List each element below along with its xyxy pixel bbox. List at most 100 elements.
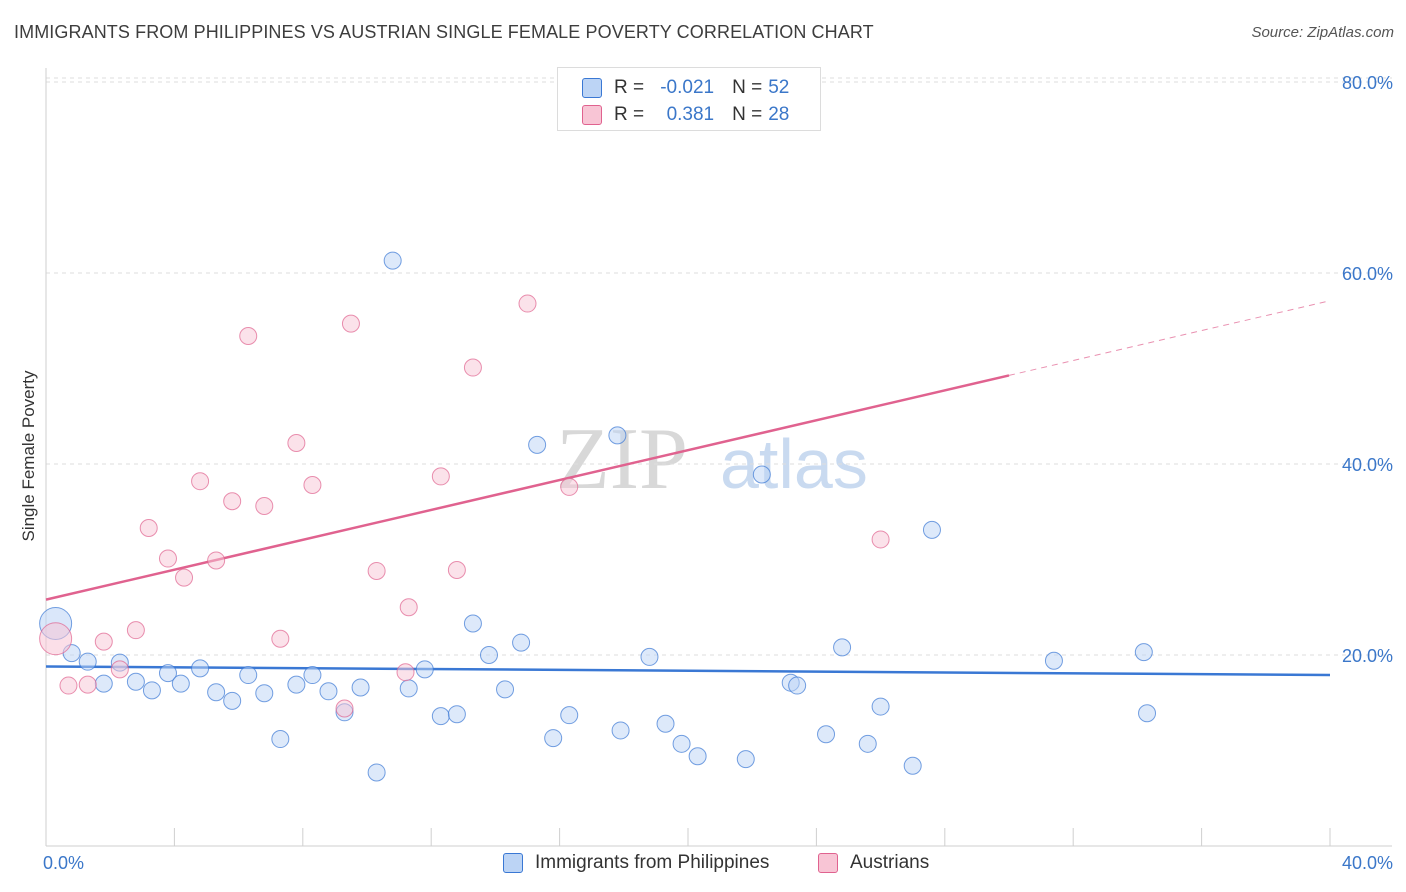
axes bbox=[45, 68, 1392, 847]
watermark-zip: ZIP bbox=[556, 411, 688, 508]
point-philippines bbox=[479, 646, 498, 664]
point-philippines bbox=[512, 633, 531, 652]
point-austrians bbox=[431, 467, 450, 486]
point-philippines bbox=[788, 676, 807, 695]
y-tick-label: 20.0% bbox=[1342, 646, 1393, 666]
legend-r-value: 0.381 bbox=[666, 104, 715, 125]
point-philippines bbox=[672, 734, 691, 753]
point-austrians bbox=[191, 472, 210, 491]
point-philippines bbox=[223, 691, 242, 710]
legend-row-philippines: R = -0.021 N = 52 bbox=[582, 76, 789, 100]
point-philippines bbox=[431, 707, 450, 726]
point-philippines bbox=[126, 672, 145, 691]
point-philippines bbox=[611, 721, 630, 740]
bottom-legend-austrians: Austrians bbox=[818, 852, 929, 874]
point-philippines bbox=[351, 678, 370, 697]
point-austrians bbox=[78, 675, 97, 694]
legend-n-value: 52 bbox=[768, 77, 790, 98]
point-philippines bbox=[922, 520, 941, 539]
bottom-legend-label: Austrians bbox=[850, 852, 930, 873]
point-philippines bbox=[903, 756, 922, 775]
data-points bbox=[39, 251, 1157, 782]
legend-r-value: -0.021 bbox=[660, 77, 715, 98]
point-philippines bbox=[415, 660, 434, 679]
point-austrians bbox=[399, 598, 418, 617]
point-philippines bbox=[1138, 704, 1157, 723]
point-philippines bbox=[544, 729, 563, 748]
point-philippines bbox=[1134, 643, 1153, 662]
y-tick-label: 80.0% bbox=[1342, 73, 1393, 93]
watermark: ZIP atlas bbox=[556, 411, 868, 508]
point-philippines bbox=[142, 681, 161, 700]
point-austrians bbox=[871, 530, 890, 549]
point-austrians bbox=[367, 561, 386, 580]
point-philippines bbox=[447, 705, 466, 724]
point-philippines bbox=[858, 734, 877, 753]
point-austrians bbox=[271, 629, 290, 648]
point-philippines bbox=[608, 426, 627, 445]
point-austrians bbox=[175, 568, 194, 587]
swatch-blue bbox=[503, 853, 523, 873]
chart-title: IMMIGRANTS FROM PHILIPPINES VS AUSTRIAN … bbox=[14, 22, 874, 42]
point-philippines bbox=[752, 465, 771, 484]
point-philippines bbox=[239, 666, 258, 685]
bottom-legend-philippines: Immigrants from Philippines bbox=[503, 852, 769, 874]
point-philippines bbox=[207, 683, 226, 702]
trend-line-solid bbox=[45, 374, 1010, 601]
point-austrians bbox=[94, 632, 113, 651]
point-austrians bbox=[303, 476, 322, 495]
y-tick-label: 40.0% bbox=[1342, 455, 1393, 475]
x-tick-label: 40.0% bbox=[1342, 853, 1393, 873]
point-austrians bbox=[139, 518, 158, 537]
point-philippines bbox=[871, 697, 890, 716]
swatch-pink bbox=[582, 105, 602, 125]
point-austrians bbox=[396, 663, 415, 682]
point-philippines bbox=[78, 652, 97, 671]
point-philippines bbox=[688, 747, 707, 766]
swatch-pink bbox=[818, 853, 838, 873]
point-austrians bbox=[560, 477, 579, 496]
y-axis-label: Single Female Poverty bbox=[19, 370, 38, 542]
point-austrians bbox=[39, 622, 73, 656]
point-philippines bbox=[817, 725, 836, 744]
trend-lines bbox=[45, 300, 1331, 677]
tick-labels: 20.0% 40.0% 60.0% 80.0% 0.0% 40.0% bbox=[43, 73, 1393, 873]
bottom-legend-label: Immigrants from Philippines bbox=[535, 852, 770, 873]
legend-n-value: 28 bbox=[768, 104, 790, 125]
point-philippines bbox=[255, 684, 274, 703]
y-tick-label: 60.0% bbox=[1342, 264, 1393, 284]
legend-r-label: R = bbox=[614, 77, 645, 98]
point-philippines bbox=[367, 763, 386, 782]
legend-n-label: N = bbox=[732, 104, 763, 125]
point-philippines bbox=[560, 706, 579, 725]
point-philippines bbox=[528, 435, 547, 454]
point-philippines bbox=[496, 680, 515, 699]
point-austrians bbox=[110, 660, 129, 679]
point-austrians bbox=[518, 294, 537, 313]
legend-n-label: N = bbox=[732, 77, 763, 98]
point-philippines bbox=[94, 674, 113, 693]
legend-r-label: R = bbox=[614, 104, 645, 125]
point-philippines bbox=[463, 614, 482, 633]
point-philippines bbox=[833, 638, 852, 657]
point-philippines bbox=[287, 675, 306, 694]
point-austrians bbox=[207, 551, 226, 570]
point-austrians bbox=[341, 314, 360, 333]
point-austrians bbox=[287, 433, 306, 452]
point-austrians bbox=[223, 492, 242, 511]
stats-legend: R = -0.021 N = 52 R = 0.381 N = 28 bbox=[557, 67, 821, 131]
point-philippines bbox=[171, 674, 190, 693]
point-philippines bbox=[271, 730, 290, 749]
point-philippines bbox=[399, 679, 418, 698]
point-philippines bbox=[640, 647, 659, 666]
point-philippines bbox=[1044, 651, 1063, 670]
trend-line-solid bbox=[45, 665, 1331, 677]
point-austrians bbox=[158, 549, 177, 568]
point-austrians bbox=[239, 327, 258, 346]
point-austrians bbox=[447, 561, 466, 580]
point-austrians bbox=[335, 699, 354, 718]
point-philippines bbox=[158, 664, 177, 683]
point-austrians bbox=[463, 358, 482, 377]
x-tick-label: 0.0% bbox=[43, 853, 84, 873]
